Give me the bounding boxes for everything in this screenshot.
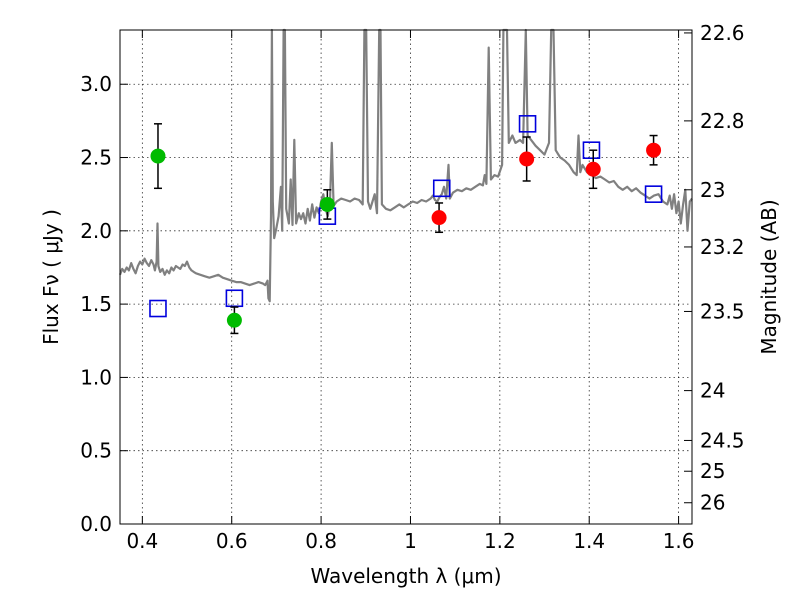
right-tick-label: 23: [700, 178, 725, 202]
y-tick-label: 2.0: [80, 219, 112, 243]
right-tick-label: 24.5: [700, 428, 745, 452]
x-tick-label: 1.4: [573, 529, 605, 553]
y-tick-label: 1.0: [80, 365, 112, 389]
right-tick-label: 23.2: [700, 235, 745, 259]
x-tick-label: 1: [404, 529, 417, 553]
right-tick-label: 26: [700, 491, 725, 515]
right-tick-label: 24: [700, 379, 725, 403]
x-tick-label: 0.4: [126, 529, 158, 553]
right-tick-label: 23.5: [700, 299, 745, 323]
red-photometry-point: [585, 161, 601, 177]
right-tick-label: 22.6: [700, 21, 745, 45]
right-tick-label: 25: [700, 459, 725, 483]
green-photometry-point: [150, 148, 166, 164]
right-axis-title: Magnitude (AB): [757, 199, 781, 354]
model-square-marker: [582, 141, 601, 160]
spectrum-line: [118, 28, 693, 303]
y-tick-label: 0.5: [80, 439, 112, 463]
green-photometry-point: [319, 196, 335, 212]
y-tick-label: 1.5: [80, 292, 112, 316]
red-photometry-point: [646, 142, 662, 158]
model-square-marker: [432, 179, 451, 198]
x-tick-label: 0.8: [305, 529, 337, 553]
y-tick-label: 2.5: [80, 146, 112, 170]
x-tick-label: 1.2: [484, 529, 516, 553]
red-photometry-point: [431, 210, 447, 226]
marker-layer: [149, 115, 663, 335]
model-square-marker: [518, 115, 537, 133]
x-tick-label: 0.6: [216, 529, 248, 553]
x-tick-label: 1.6: [663, 529, 695, 553]
y-tick-label: 0.0: [80, 512, 112, 536]
tick-layer: 0.4 0.6 0.8 1 1.2 1.4 1.6 0.0 0.5 1.0 1.5 2.0 2.5 3.0…: [80, 21, 744, 553]
red-photometry-point: [519, 151, 535, 167]
y-tick-label: 3.0: [80, 72, 112, 96]
x-axis-title: Wavelength λ (μm): [310, 564, 501, 588]
right-tick-label: 22.8: [700, 109, 745, 133]
model-square-marker: [225, 289, 244, 308]
plot-frame: [119, 29, 693, 525]
spectrum-layer: [118, 28, 693, 303]
model-square-marker: [149, 299, 167, 318]
green-photometry-point: [226, 312, 242, 328]
y-axis-title: Flux Fν ( μJy ): [39, 209, 63, 345]
model-square-marker: [644, 185, 663, 203]
